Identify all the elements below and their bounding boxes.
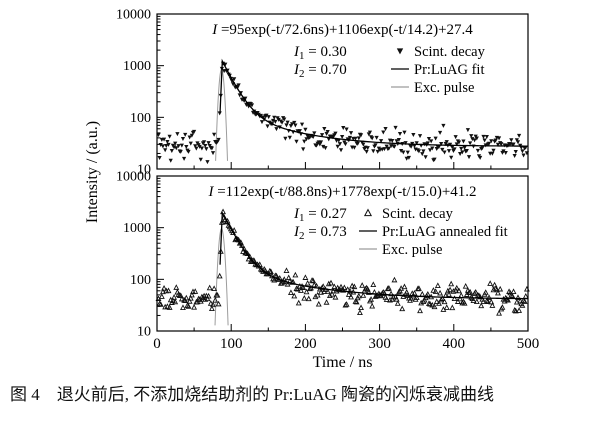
fit-equation: I =95exp(-t/72.6ns)+1106exp(-t/14.2)+27.… [211,22,473,38]
axis-tick-labels: 10 100 1000 10000 0 100 200 300 400 500 [116,170,539,353]
y-tick-label: 10000 [116,170,151,185]
intensity-ratio: I1 = 0.27 [293,206,347,224]
legend-label: Exc. pulse [414,80,474,96]
panel-annealed: 10 100 1000 10000 0 100 200 300 400 500 I =112exp(… [116,170,539,353]
axis-ticks [156,175,529,332]
legend-label: Scint. decay [414,44,486,60]
intensity-ratio: I1 = 0.30 [293,44,347,62]
y-tick-label: 100 [130,111,151,126]
y-axis-title: Intensity / (a.u.) [84,121,101,223]
y-tick-label: 10 [137,163,151,178]
intensity-ratio: I2 = 0.73 [293,224,347,242]
y-tick-label: 10 [137,325,151,340]
figure-caption: 图 4 退火前后, 不添加烧结助剂的 Pr:LuAG 陶瓷的闪烁衰减曲线 [10,382,604,408]
y-tick-label: 10000 [116,8,151,23]
legend-label: Exc. pulse [382,242,442,258]
y-tick-label: 1000 [123,221,151,236]
axis-tick-labels: 10 100 1000 10000 [116,8,151,178]
figure-caption-text: 退火前后, 不添加烧结助剂的 Pr:LuAG 陶瓷的闪烁衰减曲线 [39,385,495,404]
fit-equation: I =112exp(-t/88.8ns)+1778exp(-t/15.0)+41… [207,184,476,200]
x-tick-label: 500 [517,336,540,352]
fit-line [219,58,529,147]
x-tick-label: 0 [153,336,161,352]
panel-as-grown: 10 100 1000 10000 I =95exp(-t/72.6ns)+1106ex… [116,8,529,178]
axis-ticks [156,13,529,170]
intensity-ratio: I2 = 0.70 [293,62,347,80]
legend: Scint. decay Pr:LuAG fit Exc. pulse [391,44,486,96]
scint-decay-points [156,61,529,165]
x-tick-label: 300 [368,336,391,352]
legend-label: Pr:LuAG fit [414,62,484,78]
figure-caption-label: 图 4 [10,385,40,404]
legend-marker-triangle-up [363,208,373,217]
legend-marker-triangle-down [396,48,404,55]
legend-label: Pr:LuAG annealed fit [382,224,508,240]
x-tick-label: 100 [220,336,243,352]
y-tick-label: 1000 [123,59,151,74]
fit-line [219,210,529,300]
legend-label: Scint. decay [382,206,454,222]
x-axis-title: Time / ns [313,354,373,371]
x-tick-label: 200 [294,336,317,352]
legend: Scint. decay Pr:LuAG annealed fit Exc. pul… [359,206,508,258]
scint-decay-points [155,208,530,316]
y-tick-label: 100 [130,273,151,288]
x-tick-label: 400 [443,336,466,352]
